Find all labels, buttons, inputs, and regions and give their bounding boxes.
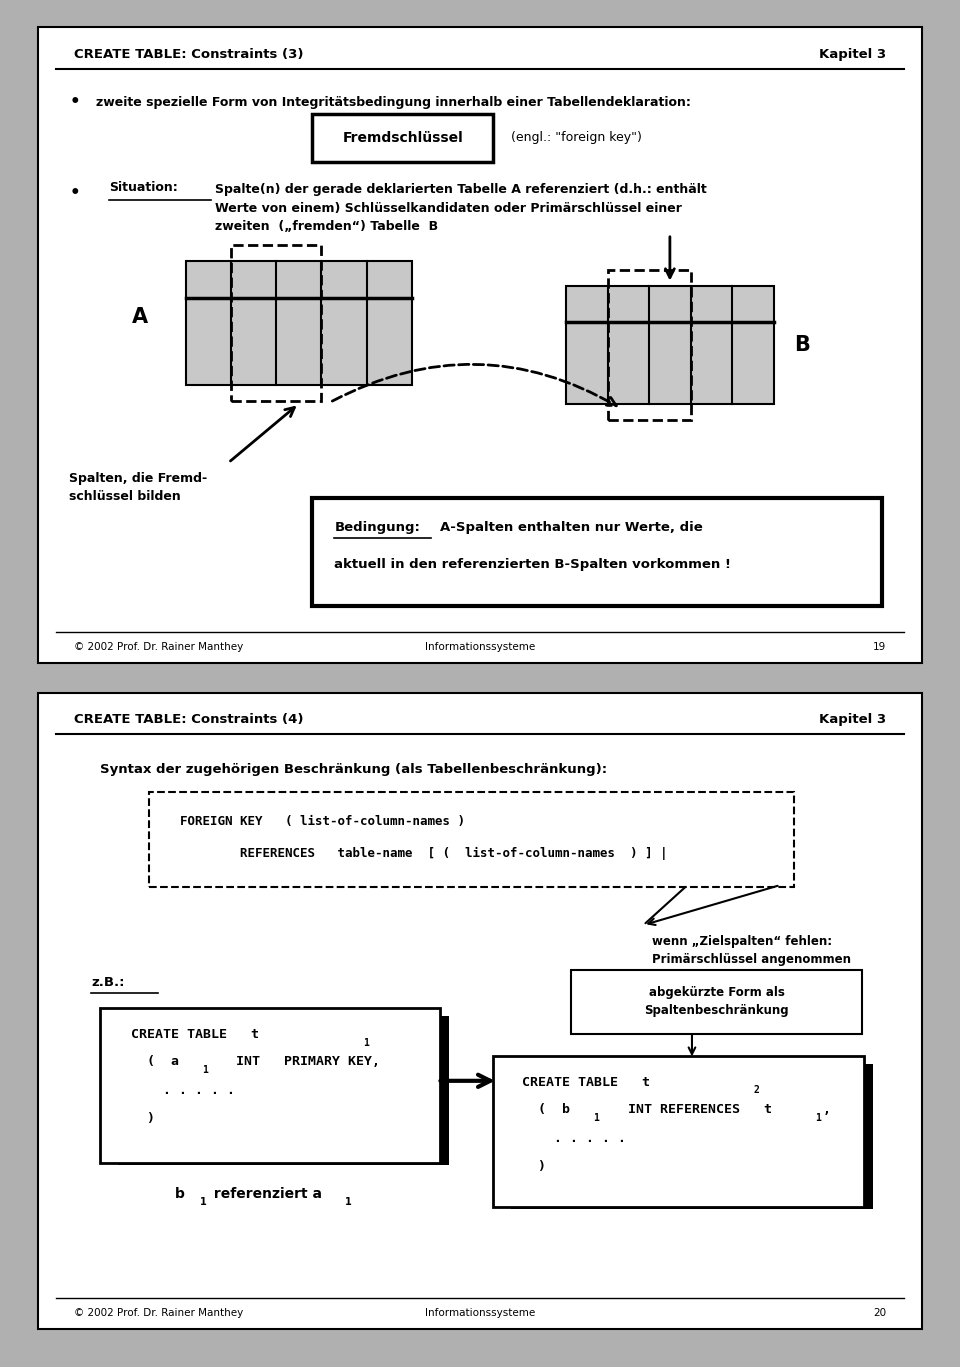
Text: wenn „Zielspalten“ fehlen:
Primärschlüssel angenommen: wenn „Zielspalten“ fehlen: Primärschlüss… — [652, 935, 852, 965]
Text: INT   PRIMARY KEY,: INT PRIMARY KEY, — [212, 1055, 380, 1068]
FancyBboxPatch shape — [571, 969, 862, 1035]
Text: (  a: ( a — [132, 1055, 180, 1068]
Text: Syntax der zugehörigen Beschränkung (als Tabellenbeschränkung):: Syntax der zugehörigen Beschränkung (als… — [100, 763, 608, 776]
Text: Bedingung:: Bedingung: — [334, 521, 420, 534]
Text: 1: 1 — [816, 1113, 822, 1122]
Text: FOREIGN KEY   ( list-of-column-names ): FOREIGN KEY ( list-of-column-names ) — [180, 815, 465, 828]
Bar — [186, 261, 412, 385]
Text: A: A — [132, 306, 148, 327]
Bar — [566, 286, 774, 405]
Text: ,: , — [823, 1103, 830, 1115]
FancyBboxPatch shape — [38, 27, 922, 663]
Text: CREATE TABLE   t: CREATE TABLE t — [132, 1028, 259, 1040]
Text: zweite spezielle Form von Integritätsbedingung innerhalb einer Tabellendeklarati: zweite spezielle Form von Integritätsbed… — [96, 96, 690, 109]
FancyBboxPatch shape — [149, 791, 794, 887]
Text: Kapitel 3: Kapitel 3 — [819, 48, 886, 60]
Bar — [566, 286, 774, 405]
Text: Spalte(n) der gerade deklarierten Tabelle A referenziert (d.h.: enthält
Werte vo: Spalte(n) der gerade deklarierten Tabell… — [215, 183, 707, 234]
Text: abgekürzte Form als
Spaltenbeschränkung: abgekürzte Form als Spaltenbeschränkung — [644, 986, 789, 1017]
Text: REFERENCES   table-name  [ (  list-of-column-names  ) ] |: REFERENCES table-name [ ( list-of-column… — [180, 846, 667, 860]
FancyBboxPatch shape — [38, 693, 922, 1329]
FancyBboxPatch shape — [312, 498, 882, 606]
Text: 20: 20 — [874, 1308, 886, 1318]
Text: . . . . .: . . . . . — [522, 1132, 626, 1144]
Text: INT REFERENCES   t: INT REFERENCES t — [604, 1103, 772, 1115]
Text: aktuell in den referenzierten B-Spalten vorkommen !: aktuell in den referenzierten B-Spalten … — [334, 558, 732, 571]
Text: referenziert a: referenziert a — [209, 1187, 322, 1202]
Text: 1: 1 — [364, 1038, 370, 1047]
Text: (  b: ( b — [522, 1103, 570, 1115]
Text: Fremdschlüssel: Fremdschlüssel — [343, 131, 464, 145]
Text: Informationssysteme: Informationssysteme — [425, 1308, 535, 1318]
Bar — [186, 261, 412, 385]
Text: z.B.:: z.B.: — [91, 976, 125, 988]
Text: . . . . .: . . . . . — [132, 1084, 235, 1096]
Text: B: B — [795, 335, 810, 355]
Bar — [118, 1016, 449, 1165]
Text: 1: 1 — [345, 1196, 351, 1207]
Text: b: b — [176, 1187, 185, 1202]
Text: 19: 19 — [873, 642, 886, 652]
Text: CREATE TABLE: Constraints (3): CREATE TABLE: Constraints (3) — [74, 48, 303, 60]
Text: Situation:: Situation: — [109, 180, 178, 194]
Text: 1: 1 — [200, 1196, 206, 1207]
Text: CREATE TABLE   t: CREATE TABLE t — [522, 1076, 650, 1088]
Text: A-Spalten enthalten nur Werte, die: A-Spalten enthalten nur Werte, die — [441, 521, 703, 534]
Text: ): ) — [522, 1161, 546, 1173]
FancyBboxPatch shape — [100, 1007, 441, 1163]
Bar — [231, 245, 322, 401]
Text: 1: 1 — [593, 1113, 599, 1122]
Text: (engl.: "foreign key"): (engl.: "foreign key") — [511, 131, 642, 145]
Text: Spalten, die Fremd-
schlüssel bilden: Spalten, die Fremd- schlüssel bilden — [69, 472, 207, 503]
Text: ): ) — [132, 1113, 156, 1125]
FancyBboxPatch shape — [493, 1057, 864, 1207]
Bar — [608, 271, 690, 420]
Text: © 2002 Prof. Dr. Rainer Manthey: © 2002 Prof. Dr. Rainer Manthey — [74, 1308, 243, 1318]
Text: Informationssysteme: Informationssysteme — [425, 642, 535, 652]
Text: •: • — [69, 183, 80, 201]
Text: Kapitel 3: Kapitel 3 — [819, 714, 886, 726]
Text: •: • — [69, 93, 80, 111]
Text: CREATE TABLE: Constraints (4): CREATE TABLE: Constraints (4) — [74, 714, 303, 726]
Text: © 2002 Prof. Dr. Rainer Manthey: © 2002 Prof. Dr. Rainer Manthey — [74, 642, 243, 652]
Text: 1: 1 — [202, 1065, 207, 1074]
Bar — [511, 1065, 873, 1210]
FancyBboxPatch shape — [312, 115, 493, 163]
Text: 2: 2 — [754, 1085, 759, 1095]
